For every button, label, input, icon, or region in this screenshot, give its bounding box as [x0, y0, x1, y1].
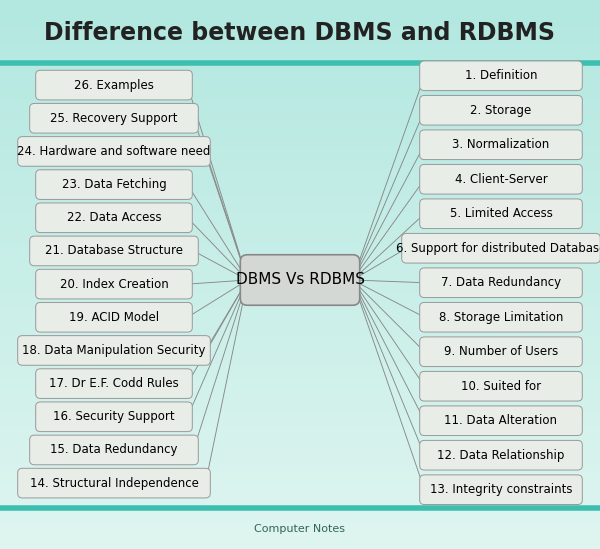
- Text: 10. Suited for: 10. Suited for: [461, 380, 541, 393]
- Text: 20. Index Creation: 20. Index Creation: [59, 278, 169, 290]
- Text: 25. Recovery Support: 25. Recovery Support: [50, 112, 178, 125]
- FancyBboxPatch shape: [420, 440, 583, 470]
- FancyBboxPatch shape: [36, 203, 193, 233]
- Text: 6. Support for distributed Database: 6. Support for distributed Database: [396, 242, 600, 255]
- Text: 22. Data Access: 22. Data Access: [67, 211, 161, 225]
- Text: 21. Database Structure: 21. Database Structure: [45, 244, 183, 257]
- Text: 26. Examples: 26. Examples: [74, 79, 154, 92]
- FancyBboxPatch shape: [420, 61, 583, 91]
- FancyBboxPatch shape: [29, 103, 198, 133]
- Text: 5. Limited Access: 5. Limited Access: [449, 207, 553, 220]
- Text: 1. Definition: 1. Definition: [465, 69, 537, 82]
- Text: 15. Data Redundancy: 15. Data Redundancy: [50, 444, 178, 456]
- FancyBboxPatch shape: [36, 70, 193, 100]
- Text: 8. Storage Limitation: 8. Storage Limitation: [439, 311, 563, 324]
- Text: 3. Normalization: 3. Normalization: [452, 138, 550, 152]
- Text: 16. Security Support: 16. Security Support: [53, 410, 175, 423]
- FancyBboxPatch shape: [36, 369, 193, 399]
- Text: 24. Hardware and software need: 24. Hardware and software need: [17, 145, 211, 158]
- FancyBboxPatch shape: [18, 335, 211, 365]
- FancyBboxPatch shape: [420, 165, 583, 194]
- FancyBboxPatch shape: [36, 402, 193, 432]
- FancyBboxPatch shape: [420, 130, 583, 160]
- Text: DBMS Vs RDBMS: DBMS Vs RDBMS: [235, 272, 365, 288]
- Text: 12. Data Relationship: 12. Data Relationship: [437, 449, 565, 462]
- Text: 2. Storage: 2. Storage: [470, 104, 532, 117]
- Text: Difference between DBMS and RDBMS: Difference between DBMS and RDBMS: [44, 21, 556, 45]
- FancyBboxPatch shape: [29, 435, 198, 465]
- FancyBboxPatch shape: [240, 255, 359, 305]
- FancyBboxPatch shape: [420, 302, 583, 332]
- Text: 14. Structural Independence: 14. Structural Independence: [29, 477, 199, 490]
- Text: 11. Data Alteration: 11. Data Alteration: [445, 414, 557, 427]
- Text: 7. Data Redundancy: 7. Data Redundancy: [441, 276, 561, 289]
- FancyBboxPatch shape: [29, 236, 198, 266]
- Text: 4. Client-Server: 4. Client-Server: [455, 173, 547, 186]
- Text: Computer Notes: Computer Notes: [254, 524, 346, 534]
- Text: 9. Number of Users: 9. Number of Users: [444, 345, 558, 358]
- FancyBboxPatch shape: [36, 170, 193, 199]
- FancyBboxPatch shape: [18, 137, 211, 166]
- FancyBboxPatch shape: [420, 475, 583, 505]
- FancyBboxPatch shape: [402, 233, 600, 263]
- FancyBboxPatch shape: [420, 96, 583, 125]
- FancyBboxPatch shape: [420, 337, 583, 367]
- FancyBboxPatch shape: [36, 270, 193, 299]
- FancyBboxPatch shape: [420, 406, 583, 435]
- Text: 18. Data Manipulation Security: 18. Data Manipulation Security: [22, 344, 206, 357]
- Text: 19. ACID Model: 19. ACID Model: [69, 311, 159, 324]
- Text: 23. Data Fetching: 23. Data Fetching: [62, 178, 166, 191]
- Text: 17. Dr E.F. Codd Rules: 17. Dr E.F. Codd Rules: [49, 377, 179, 390]
- FancyBboxPatch shape: [420, 268, 583, 298]
- FancyBboxPatch shape: [420, 199, 583, 228]
- FancyBboxPatch shape: [36, 302, 193, 332]
- FancyBboxPatch shape: [420, 372, 583, 401]
- FancyBboxPatch shape: [18, 468, 211, 498]
- Text: 13. Integrity constraints: 13. Integrity constraints: [430, 483, 572, 496]
